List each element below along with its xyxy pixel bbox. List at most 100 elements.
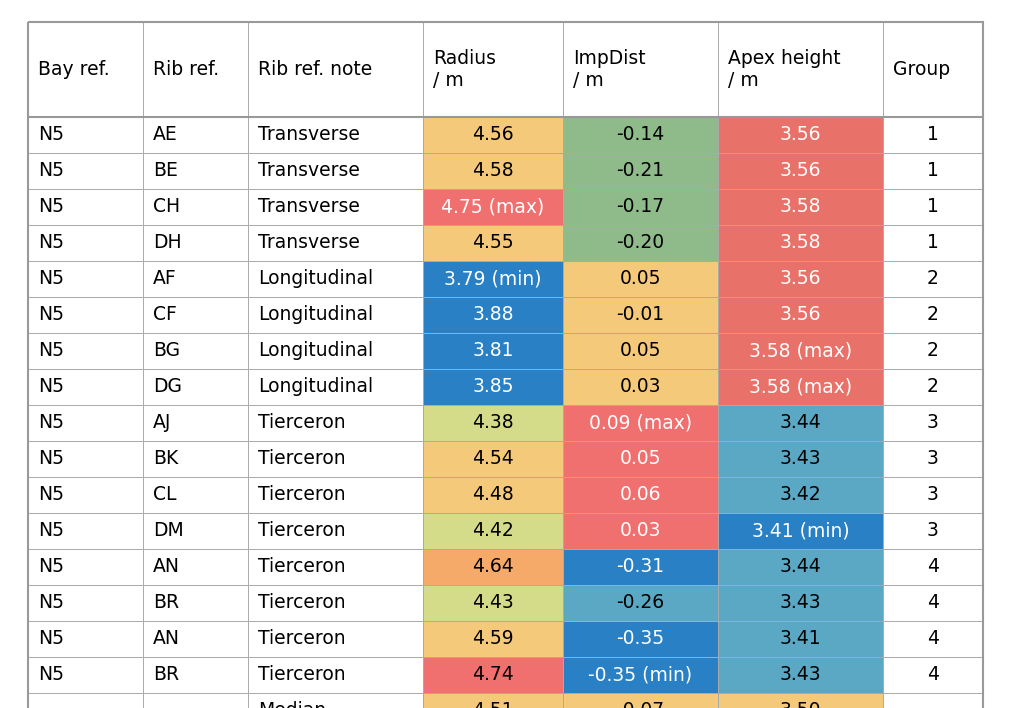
Text: Tierceron: Tierceron — [258, 486, 346, 505]
Bar — [28, 621, 143, 657]
Bar — [143, 513, 248, 549]
Bar — [718, 513, 883, 549]
Text: Apex height
/ m: Apex height / m — [728, 49, 841, 90]
Bar — [28, 22, 143, 117]
Text: 4.56: 4.56 — [472, 125, 514, 144]
Text: 3.56: 3.56 — [779, 125, 821, 144]
Text: 0.03: 0.03 — [620, 522, 662, 540]
Text: Tierceron: Tierceron — [258, 629, 346, 649]
Bar — [563, 369, 718, 405]
Bar — [423, 22, 563, 117]
Bar — [28, 441, 143, 477]
Bar — [143, 153, 248, 189]
Text: N5: N5 — [38, 486, 63, 505]
Bar — [248, 477, 423, 513]
Bar — [718, 585, 883, 621]
Bar — [563, 405, 718, 441]
Bar — [563, 621, 718, 657]
Bar — [28, 585, 143, 621]
Bar — [563, 477, 718, 513]
Bar — [718, 333, 883, 369]
Bar — [718, 441, 883, 477]
Bar — [248, 153, 423, 189]
Text: 0.03: 0.03 — [620, 377, 662, 396]
Bar — [143, 693, 248, 708]
Bar — [718, 117, 883, 153]
Bar — [28, 225, 143, 261]
Bar — [883, 477, 983, 513]
Text: 0.09 (max): 0.09 (max) — [589, 413, 692, 433]
Bar — [718, 261, 883, 297]
Text: N5: N5 — [38, 413, 63, 433]
Bar — [423, 369, 563, 405]
Bar — [423, 333, 563, 369]
Bar — [883, 189, 983, 225]
Text: 4.59: 4.59 — [472, 629, 514, 649]
Bar — [563, 117, 718, 153]
Text: 3.43: 3.43 — [779, 593, 821, 612]
Bar — [423, 189, 563, 225]
Text: Tierceron: Tierceron — [258, 522, 346, 540]
Bar — [423, 441, 563, 477]
Text: 4.43: 4.43 — [472, 593, 514, 612]
Text: 3.56: 3.56 — [779, 270, 821, 288]
Bar — [248, 693, 423, 708]
Bar — [423, 657, 563, 693]
Bar — [563, 225, 718, 261]
Bar — [248, 369, 423, 405]
Bar — [28, 513, 143, 549]
Text: N5: N5 — [38, 125, 63, 144]
Bar — [248, 261, 423, 297]
Text: N5: N5 — [38, 629, 63, 649]
Text: CH: CH — [153, 198, 180, 217]
Bar — [423, 693, 563, 708]
Text: Tierceron: Tierceron — [258, 450, 346, 469]
Text: N5: N5 — [38, 666, 63, 685]
Bar — [563, 441, 718, 477]
Text: 0.05: 0.05 — [620, 450, 662, 469]
Bar — [28, 693, 143, 708]
Bar — [423, 585, 563, 621]
Text: 3.43: 3.43 — [779, 450, 821, 469]
Bar — [883, 657, 983, 693]
Text: -0.17: -0.17 — [616, 198, 665, 217]
Text: Rib ref. note: Rib ref. note — [258, 60, 373, 79]
Bar — [28, 189, 143, 225]
Text: Longitudinal: Longitudinal — [258, 341, 373, 360]
Bar — [718, 549, 883, 585]
Text: -0.07: -0.07 — [616, 702, 665, 708]
Text: BG: BG — [153, 341, 180, 360]
Text: 4.51: 4.51 — [472, 702, 514, 708]
Bar — [28, 261, 143, 297]
Text: 2: 2 — [927, 377, 939, 396]
Text: AE: AE — [153, 125, 178, 144]
Text: N5: N5 — [38, 593, 63, 612]
Bar — [883, 333, 983, 369]
Bar — [563, 549, 718, 585]
Bar — [718, 693, 883, 708]
Bar — [718, 153, 883, 189]
Bar — [423, 549, 563, 585]
Text: 1: 1 — [927, 234, 939, 253]
Bar — [423, 297, 563, 333]
Text: 4: 4 — [927, 666, 939, 685]
Text: DM: DM — [153, 522, 183, 540]
Bar — [718, 189, 883, 225]
Bar — [718, 297, 883, 333]
Text: 3.85: 3.85 — [472, 377, 514, 396]
Text: Longitudinal: Longitudinal — [258, 377, 373, 396]
Text: -0.01: -0.01 — [616, 305, 665, 324]
Text: BE: BE — [153, 161, 178, 181]
Text: Tierceron: Tierceron — [258, 666, 346, 685]
Text: 3.56: 3.56 — [779, 161, 821, 181]
Bar — [883, 441, 983, 477]
Bar — [563, 189, 718, 225]
Bar — [718, 621, 883, 657]
Text: Median: Median — [258, 702, 326, 708]
Bar — [143, 261, 248, 297]
Bar — [563, 333, 718, 369]
Bar — [563, 261, 718, 297]
Text: DH: DH — [153, 234, 181, 253]
Text: -0.21: -0.21 — [616, 161, 665, 181]
Text: -0.20: -0.20 — [616, 234, 665, 253]
